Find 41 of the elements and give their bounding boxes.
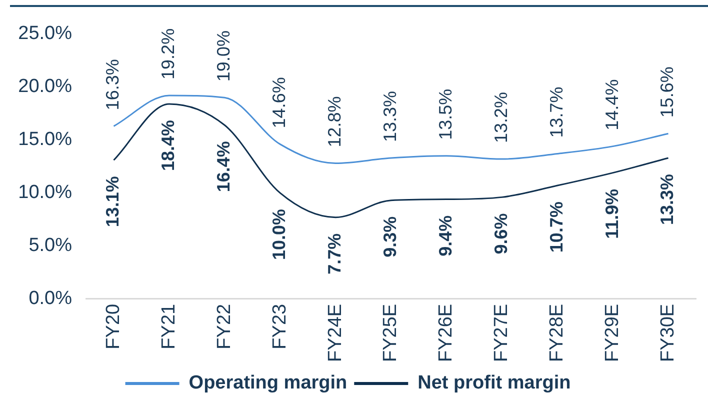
- data-label: 10.7%: [546, 202, 566, 253]
- x-tick-label: FY29E: [602, 304, 624, 362]
- data-label: 10.0%: [269, 208, 290, 260]
- data-label: 13.1%: [102, 176, 123, 228]
- data-label: 13.3%: [380, 90, 400, 142]
- y-tick-label: 0.0%: [28, 288, 72, 310]
- data-label: 9.6%: [490, 213, 511, 254]
- y-tick-label: 25.0%: [18, 23, 72, 44]
- legend-label: Operating margin: [188, 372, 348, 394]
- y-tick-label: 15.0%: [18, 129, 72, 150]
- y-tick-label: 10.0%: [18, 182, 72, 204]
- data-label: 11.9%: [602, 188, 622, 239]
- data-label: 7.7%: [324, 233, 345, 274]
- data-label: 15.6%: [657, 66, 678, 118]
- x-tick-label: FY20: [102, 304, 124, 350]
- x-tick-label: FY22: [214, 304, 235, 350]
- data-label: 13.2%: [490, 92, 511, 144]
- data-label: 16.3%: [102, 59, 123, 110]
- data-label: 19.0%: [214, 30, 234, 82]
- data-label: 14.4%: [602, 79, 622, 130]
- x-tick-label: FY24E: [324, 304, 346, 362]
- y-tick-label: 5.0%: [28, 235, 72, 256]
- y-tick-label: 20.0%: [18, 76, 72, 98]
- x-tick-label: FY30E: [658, 304, 679, 362]
- data-label: 19.2%: [158, 28, 178, 80]
- x-tick-label: FY27E: [491, 304, 512, 362]
- data-label: 13.5%: [435, 88, 456, 140]
- data-label: 9.3%: [380, 216, 400, 258]
- x-tick-label: FY25E: [380, 304, 402, 362]
- data-label: 13.7%: [546, 86, 566, 138]
- data-label: 9.4%: [435, 215, 456, 256]
- data-label: 12.8%: [324, 96, 345, 148]
- x-tick-label: FY23: [269, 304, 290, 350]
- data-label: 18.4%: [158, 120, 178, 171]
- legend-label: Net profit margin: [418, 372, 571, 394]
- data-label: 16.4%: [214, 141, 234, 192]
- x-tick-label: FY26E: [436, 304, 457, 362]
- data-label: 14.6%: [269, 77, 290, 128]
- data-label: 13.3%: [657, 174, 678, 226]
- x-tick-label: FY21: [158, 304, 180, 350]
- x-tick-label: FY28E: [546, 304, 568, 362]
